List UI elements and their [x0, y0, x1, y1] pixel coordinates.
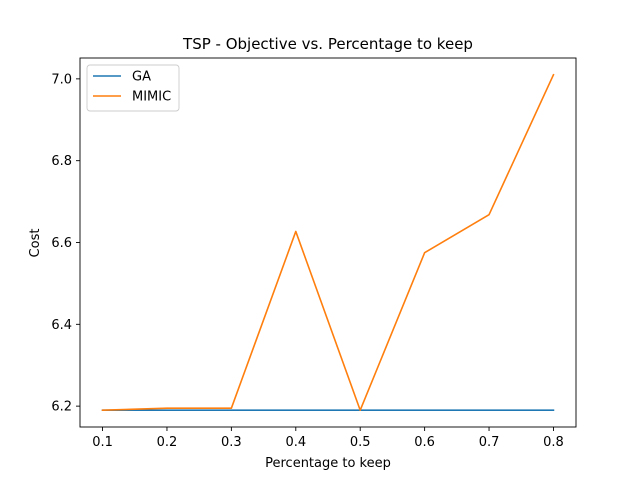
x-tick-label: 0.4 [285, 435, 306, 450]
x-axis-label: Percentage to keep [265, 456, 391, 471]
x-tick-label: 0.2 [157, 435, 178, 450]
legend: GA MIMIC [86, 64, 180, 112]
x-axis: 0.1 0.2 0.3 0.4 0.5 0.6 0.7 0.8 [92, 427, 564, 450]
y-tick-label: 6.4 [51, 318, 72, 333]
y-tick-label: 7.0 [51, 72, 72, 87]
y-tick-label: 6.2 [51, 400, 72, 415]
x-tick-label: 0.5 [350, 435, 371, 450]
x-tick-label: 0.1 [92, 435, 113, 450]
chart-title: TSP - Objective vs. Percentage to keep [182, 35, 473, 53]
series-layer [101, 73, 555, 412]
series-line-mimic [101, 73, 555, 412]
legend-label-mimic: MIMIC [132, 90, 171, 105]
x-tick-label: 0.3 [221, 435, 242, 450]
y-tick-label: 6.8 [51, 154, 72, 169]
y-tick-label: 6.6 [51, 236, 72, 251]
x-tick-label: 0.6 [414, 435, 435, 450]
y-axis: 6.2 6.4 6.6 6.8 7.0 [51, 72, 80, 415]
plot-frame [79, 57, 577, 428]
x-tick-label: 0.7 [479, 435, 500, 450]
x-tick-label: 0.8 [543, 435, 564, 450]
y-axis-label: Cost [28, 229, 43, 258]
legend-label-ga: GA [132, 70, 151, 85]
